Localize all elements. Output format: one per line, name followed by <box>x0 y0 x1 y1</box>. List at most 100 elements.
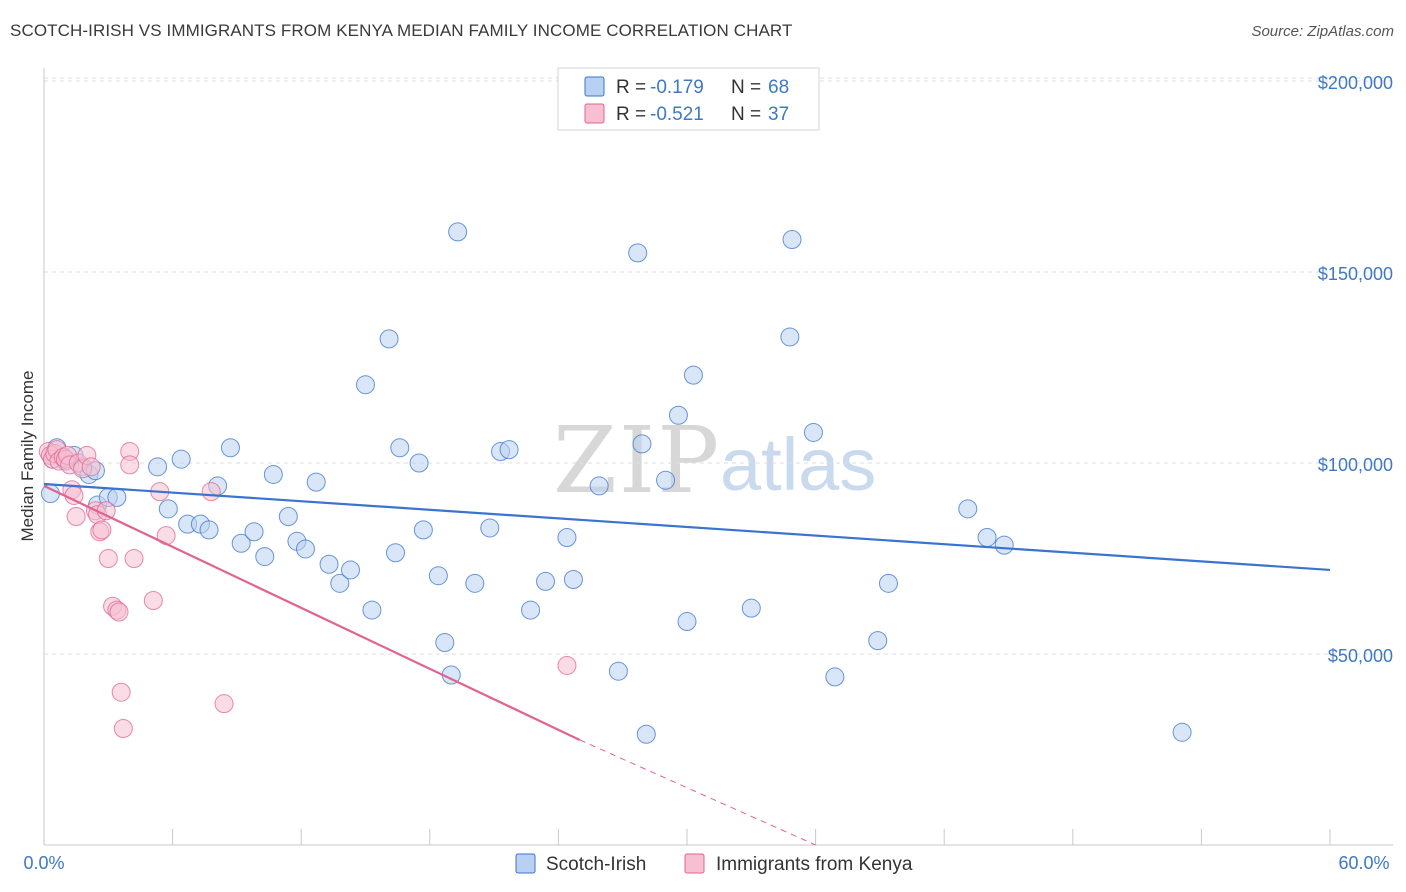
legend-swatch-kenya <box>584 103 605 124</box>
point-scotch-irish <box>803 422 823 442</box>
point-scotch-irish <box>448 222 468 242</box>
legend-n-label-1: N = <box>731 104 761 125</box>
series-legend-label-kenya: Immigrants from Kenya <box>716 854 913 875</box>
watermark-zip: ZIP <box>553 407 721 514</box>
chart-title: SCOTCH-IRISH VS IMMIGRANTS FROM KENYA ME… <box>10 21 793 40</box>
grid-layer <box>44 77 1393 655</box>
x-tick-label-max: 60.0% <box>1338 853 1389 873</box>
point-kenya <box>92 520 112 540</box>
point-scotch-irish <box>994 535 1014 555</box>
point-scotch-irish <box>390 438 410 458</box>
point-scotch-irish <box>409 453 429 473</box>
point-kenya <box>111 682 131 702</box>
point-scotch-irish <box>306 472 326 492</box>
series-legend: Scotch-Irish Immigrants from Kenya <box>515 853 913 875</box>
point-scotch-irish <box>782 230 802 250</box>
y-tick-label-100000: $100,000 <box>1318 455 1393 475</box>
point-scotch-irish <box>244 522 264 542</box>
point-scotch-irish <box>319 554 339 574</box>
watermark-atlas: atlas <box>720 423 876 506</box>
point-kenya <box>64 485 84 505</box>
point-scotch-irish <box>780 327 800 347</box>
point-scotch-irish <box>878 573 898 593</box>
point-scotch-irish <box>379 329 399 349</box>
point-scotch-irish <box>340 560 360 580</box>
legend-r-value-0: -0.179 <box>650 77 704 98</box>
point-scotch-irish <box>386 543 406 563</box>
trend-layer <box>43 482 1331 846</box>
point-kenya <box>214 694 234 714</box>
point-scotch-irish <box>557 527 577 547</box>
point-scotch-irish <box>231 533 251 553</box>
point-scotch-irish <box>295 539 315 559</box>
point-kenya <box>66 506 86 526</box>
legend-n-label-0: N = <box>731 77 761 98</box>
point-kenya <box>96 501 116 521</box>
point-scotch-irish <box>465 573 485 593</box>
point-kenya <box>98 549 118 568</box>
point-kenya <box>557 655 577 675</box>
point-scotch-irish <box>636 724 656 744</box>
point-scotch-irish <box>563 570 583 590</box>
watermark: ZIP atlas <box>553 407 876 514</box>
point-scotch-irish <box>220 438 240 458</box>
point-scotch-irish <box>499 440 519 460</box>
point-scotch-irish <box>362 600 382 620</box>
legend-swatch-scotch-irish <box>584 76 605 97</box>
point-scotch-irish <box>589 476 609 496</box>
point-scotch-irish <box>683 365 703 385</box>
stats-legend: R = -0.179 N = 68 R = -0.521 N = 37 <box>557 67 820 131</box>
point-kenya <box>81 457 101 477</box>
trend-line-kenya <box>43 484 581 741</box>
point-scotch-irish <box>40 484 60 504</box>
series-legend-swatch-kenya <box>684 853 705 874</box>
point-scotch-irish <box>413 520 433 540</box>
point-scotch-irish <box>632 434 652 454</box>
point-scotch-irish <box>741 598 761 618</box>
chart-source: Source: ZipAtlas.com <box>1251 23 1394 40</box>
point-scotch-irish <box>628 243 648 263</box>
y-tick-labels: $50,000 $100,000 $150,000 $200,000 <box>1318 73 1393 666</box>
legend-n-value-0: 68 <box>768 77 789 98</box>
point-scotch-irish <box>656 470 676 490</box>
legend-r-label-0: R = <box>616 77 646 98</box>
legend-r-label-1: R = <box>616 104 646 125</box>
points-layer <box>38 222 1192 744</box>
legend-n-value-1: 37 <box>768 104 789 125</box>
point-scotch-irish <box>536 571 556 591</box>
point-kenya <box>113 718 133 738</box>
point-scotch-irish <box>330 573 350 593</box>
y-tick-label-50000: $50,000 <box>1328 646 1393 666</box>
point-scotch-irish <box>148 457 168 477</box>
trend-line-scotch-irish <box>43 482 1331 572</box>
y-tick-label-200000: $200,000 <box>1318 73 1393 93</box>
point-scotch-irish <box>171 449 191 469</box>
point-kenya <box>201 482 221 502</box>
legend-r-value-1: -0.521 <box>650 104 704 125</box>
y-tick-label-150000: $150,000 <box>1318 264 1393 284</box>
point-kenya <box>143 591 163 611</box>
point-scotch-irish <box>521 600 541 620</box>
point-kenya <box>124 549 144 568</box>
point-scotch-irish <box>199 520 219 540</box>
point-scotch-irish <box>825 667 845 687</box>
point-scotch-irish <box>480 518 500 538</box>
point-scotch-irish <box>428 566 448 586</box>
point-scotch-irish <box>1172 722 1192 742</box>
x-tick-label-min: 0.0% <box>23 853 64 873</box>
point-scotch-irish <box>263 464 283 484</box>
series-legend-swatch-scotch-irish <box>515 853 536 874</box>
trend-extension-kenya <box>579 739 816 846</box>
series-legend-label-scotch-irish: Scotch-Irish <box>546 854 646 875</box>
point-scotch-irish <box>668 405 688 425</box>
point-scotch-irish <box>158 499 178 519</box>
point-scotch-irish <box>356 375 375 395</box>
point-scotch-irish <box>977 527 997 547</box>
point-kenya <box>109 602 129 622</box>
point-scotch-irish <box>868 631 888 651</box>
point-scotch-irish <box>958 499 978 519</box>
point-scotch-irish <box>677 612 697 632</box>
y-axis-title: Median Family Income <box>18 370 37 541</box>
